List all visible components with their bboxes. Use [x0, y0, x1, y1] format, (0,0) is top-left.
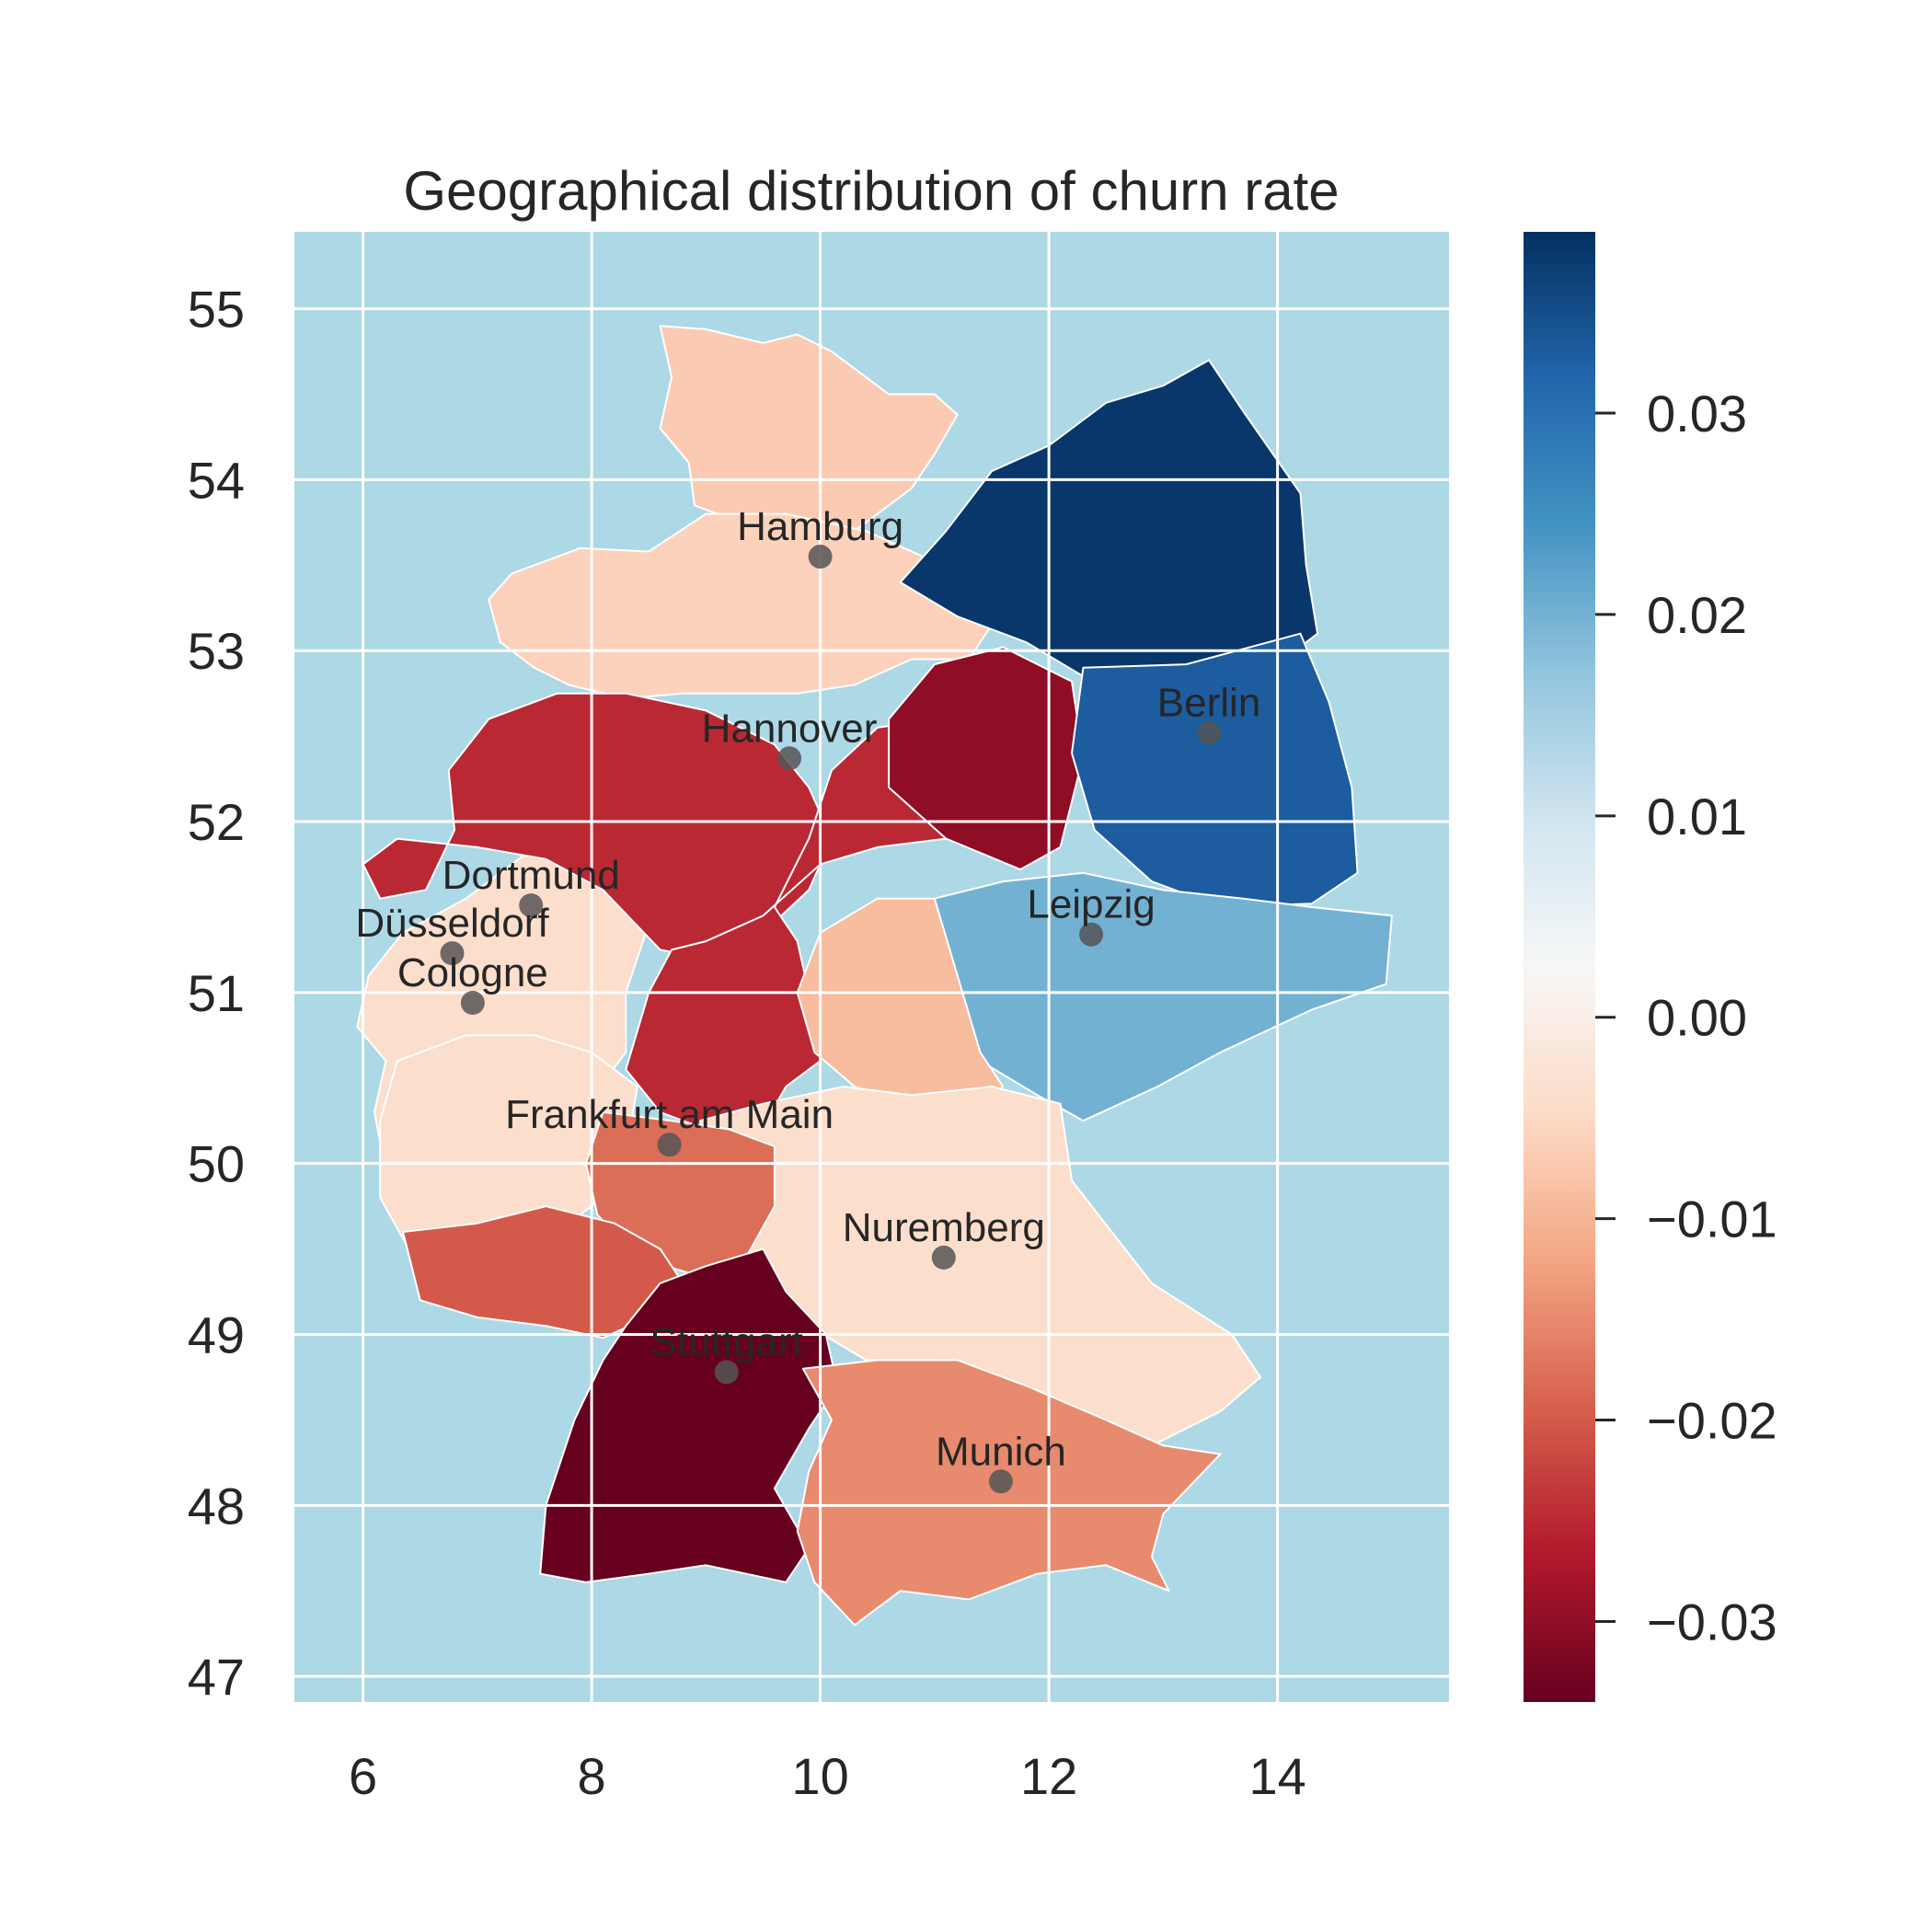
grid-layer [294, 232, 1449, 1702]
y-tick-label: 51 [188, 964, 245, 1022]
city-marker [777, 746, 802, 771]
city-marker [440, 941, 465, 966]
region-southern-bavaria [796, 1359, 1222, 1627]
colorbar-tick-label: −0.01 [1647, 1190, 1777, 1248]
y-tick-label: 54 [188, 451, 245, 509]
city-label: Cologne [397, 950, 548, 995]
x-tick-label: 6 [349, 1747, 377, 1805]
city-label: Leipzig [1027, 882, 1155, 927]
city-label: Düsseldorf [355, 901, 549, 946]
region-saxony-anhalt [888, 646, 1085, 871]
colorbar-tick-label: 0.02 [1647, 586, 1747, 644]
chart-title: Geographical distribution of churn rate [403, 160, 1339, 222]
y-tick-label: 55 [188, 281, 245, 339]
city-label: Hannover [702, 706, 878, 751]
city-marker [519, 893, 544, 918]
region-mecklenburg-brandenburg [899, 359, 1319, 678]
city-marker [1197, 720, 1222, 745]
city-label: Hamburg [737, 504, 903, 549]
city-label: Munich [936, 1429, 1066, 1474]
colorbar-tick-label: 0.03 [1647, 385, 1747, 443]
city-label: Frankfurt am Main [505, 1092, 834, 1137]
city-label: Berlin [1157, 680, 1261, 725]
y-tick-label: 49 [188, 1306, 245, 1364]
x-axis: 6 8 10 12 14 [349, 1747, 1306, 1805]
city-marker [714, 1360, 739, 1385]
city-label: Stuttgart [650, 1319, 803, 1364]
x-tick-label: 14 [1248, 1747, 1305, 1805]
x-tick-label: 10 [791, 1747, 848, 1805]
city-marker [460, 991, 485, 1016]
y-tick-label: 53 [188, 622, 245, 680]
colorbar-tick-label: −0.03 [1647, 1593, 1777, 1650]
city-label: Dortmund [443, 853, 620, 898]
colorbar [1524, 232, 1595, 1702]
region-lower-saxony-north [488, 512, 993, 700]
y-tick-label: 48 [188, 1477, 245, 1535]
y-tick-label: 50 [188, 1135, 245, 1193]
x-tick-label: 12 [1020, 1747, 1077, 1805]
colorbar-tick-label: −0.02 [1647, 1392, 1777, 1450]
y-tick-label: 47 [188, 1648, 245, 1706]
city-marker [657, 1133, 682, 1157]
colorbar-tick-label: 0.01 [1647, 788, 1747, 845]
colorbar-tick-label: 0.00 [1647, 989, 1747, 1047]
y-tick-label: 52 [188, 793, 245, 851]
city-marker [808, 545, 833, 569]
region-brandenburg-berlin [1071, 632, 1359, 908]
y-axis: 47 48 49 50 51 52 53 54 55 [188, 281, 245, 1707]
x-tick-label: 8 [577, 1747, 605, 1805]
city-marker [1079, 922, 1104, 947]
city-label: Nuremberg [843, 1205, 1045, 1250]
colorbar-ticks: 0.03 0.02 0.01 0.00 −0.01 −0.02 −0.03 [1595, 385, 1777, 1650]
city-marker [931, 1245, 956, 1270]
city-marker [988, 1469, 1013, 1494]
